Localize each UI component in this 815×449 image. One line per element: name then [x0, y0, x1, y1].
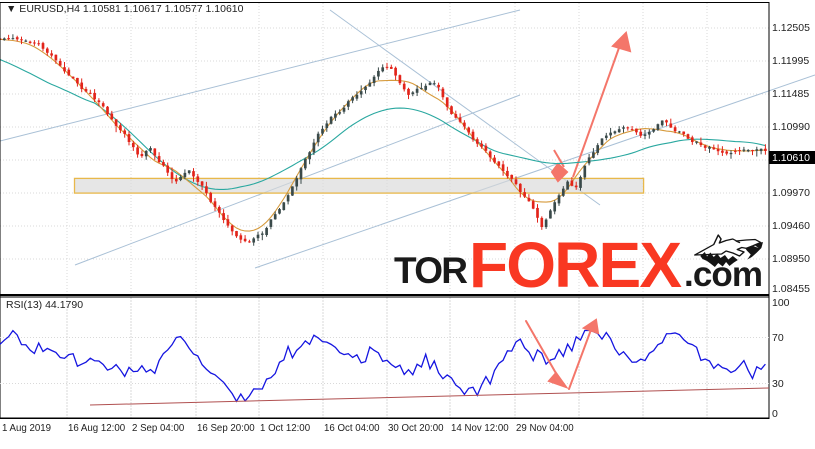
svg-text:1 Oct 12:00: 1 Oct 12:00	[260, 423, 311, 434]
svg-text:FOREX: FOREX	[469, 229, 682, 301]
svg-text:1.09460: 1.09460	[772, 220, 810, 232]
svg-text:1.10990: 1.10990	[772, 121, 810, 133]
svg-text:TOR: TOR	[394, 250, 468, 291]
svg-text:1 Aug 2019: 1 Aug 2019	[2, 423, 51, 434]
svg-text:0: 0	[772, 408, 778, 420]
svg-text:1.09970: 1.09970	[772, 187, 810, 199]
svg-text:70: 70	[772, 332, 784, 344]
svg-text:▼ EURUSD,H4 1.10581 1.10617 1: ▼ EURUSD,H4 1.10581 1.10617 1.10577 1.10…	[6, 3, 244, 15]
svg-text:2 Sep 04:00: 2 Sep 04:00	[132, 423, 185, 434]
svg-text:30: 30	[772, 378, 784, 390]
svg-text:RSI(13) 44.1790: RSI(13) 44.1790	[6, 299, 83, 311]
svg-text:1.08455: 1.08455	[772, 283, 810, 295]
svg-text:16 Oct 04:00: 16 Oct 04:00	[324, 423, 380, 434]
svg-text:14 Nov 12:00: 14 Nov 12:00	[451, 423, 509, 434]
svg-text:100: 100	[772, 297, 790, 309]
svg-text:1.11995: 1.11995	[772, 55, 809, 67]
svg-text:1.08950: 1.08950	[772, 253, 810, 265]
svg-text:1.10610: 1.10610	[772, 152, 810, 164]
svg-text:1.12505: 1.12505	[772, 22, 810, 34]
svg-text:29 Nov 04:00: 29 Nov 04:00	[516, 423, 574, 434]
svg-text:1.11485: 1.11485	[772, 88, 809, 100]
svg-text:16 Aug 12:00: 16 Aug 12:00	[68, 423, 126, 434]
svg-text:30 Oct 20:00: 30 Oct 20:00	[388, 423, 444, 434]
svg-text:16 Sep 20:00: 16 Sep 20:00	[197, 423, 255, 434]
